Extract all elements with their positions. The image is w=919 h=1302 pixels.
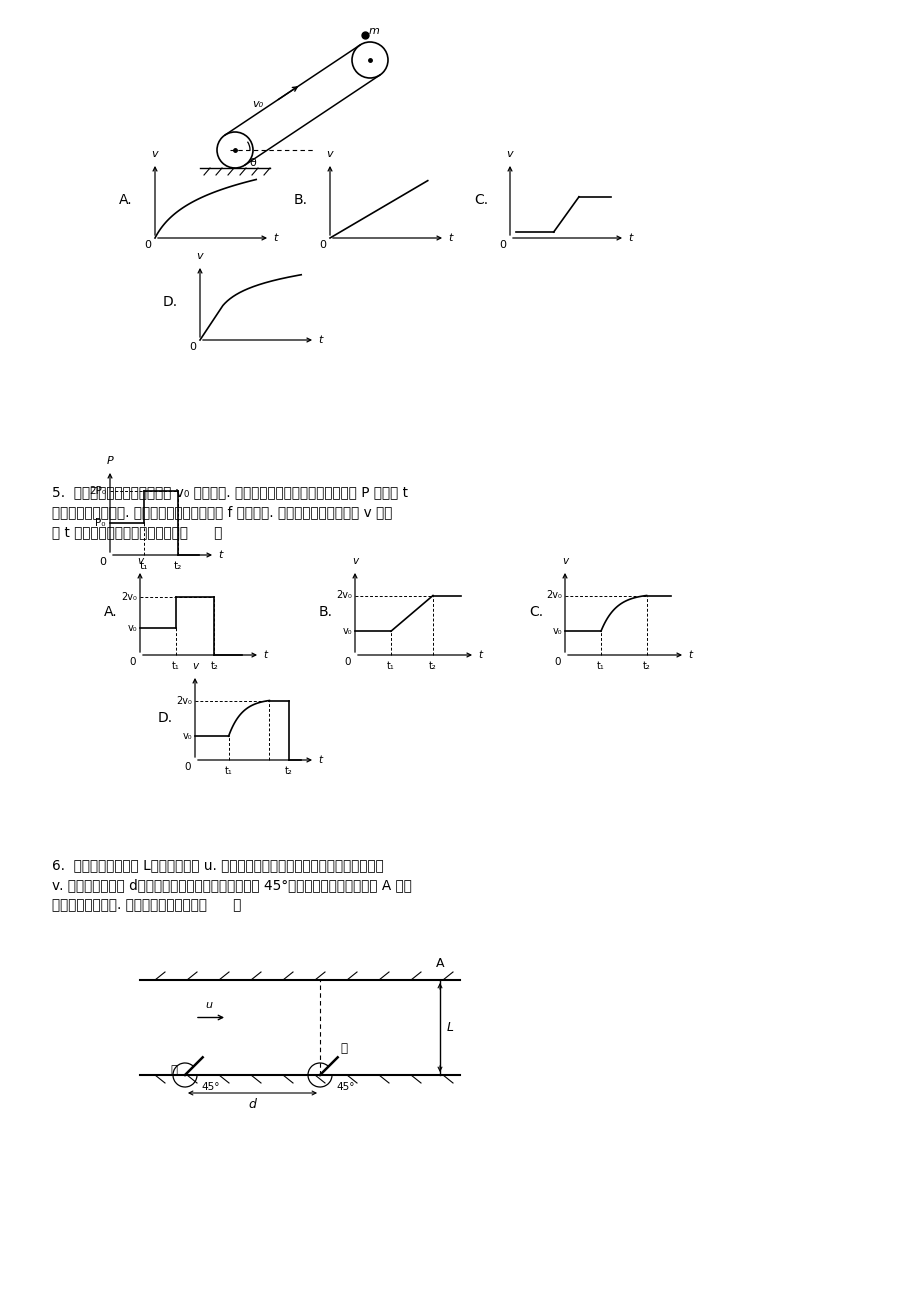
Text: 45°: 45°	[200, 1082, 220, 1092]
Text: 2v₀: 2v₀	[335, 591, 352, 600]
Text: 2v₀: 2v₀	[121, 592, 137, 603]
Text: t₁: t₁	[172, 661, 180, 671]
Text: v: v	[506, 148, 513, 159]
Text: t: t	[628, 233, 631, 243]
Text: 2v₀: 2v₀	[546, 591, 562, 600]
Text: 0: 0	[188, 342, 196, 352]
Text: v: v	[197, 251, 203, 260]
Text: 2P₀: 2P₀	[89, 486, 106, 496]
Text: t: t	[318, 335, 322, 345]
Text: 5.  一汽车在平直公路上以速度 v₀ 匀速行驶. 从某时刻开始计时，发动机的功率 P 随时间 t: 5. 一汽车在平直公路上以速度 v₀ 匀速行驶. 从某时刻开始计时，发动机的功率…	[52, 486, 407, 499]
Text: 6.  如图所示，河宽为 L，河水流速为 u. 甲、乙两船同时出发渡河且相对水的速度均为: 6. 如图所示，河宽为 L，河水流速为 u. 甲、乙两船同时出发渡河且相对水的速…	[52, 858, 383, 872]
Text: P₀: P₀	[96, 518, 106, 527]
Text: t₁: t₁	[224, 766, 233, 776]
Text: t: t	[218, 549, 222, 560]
Text: C.: C.	[528, 605, 542, 620]
Text: 45°: 45°	[335, 1082, 354, 1092]
Text: t₂: t₂	[210, 661, 218, 671]
Text: v₀: v₀	[253, 99, 264, 109]
Text: v₀: v₀	[127, 622, 137, 633]
Text: 间 t 变化的图象中，可能正确的是（      ）: 间 t 变化的图象中，可能正确的是（ ）	[52, 525, 222, 539]
Text: u: u	[205, 1000, 212, 1010]
Text: 甲: 甲	[170, 1064, 176, 1077]
Text: A: A	[436, 957, 444, 970]
Text: t₁: t₁	[387, 661, 394, 671]
Text: 0: 0	[319, 240, 325, 250]
Text: v₀: v₀	[182, 732, 192, 741]
Text: L: L	[447, 1021, 453, 1034]
Text: 0: 0	[344, 658, 351, 667]
Text: 0: 0	[554, 658, 561, 667]
Text: 乙: 乙	[340, 1043, 347, 1056]
Text: 两船始终没有相遇. 则下列说法正确的是（      ）: 两船始终没有相遇. 则下列说法正确的是（ ）	[52, 898, 241, 911]
Text: v₀: v₀	[551, 626, 562, 637]
Text: v: v	[352, 556, 357, 566]
Text: t₂: t₂	[428, 661, 437, 671]
Text: 0: 0	[498, 240, 505, 250]
Text: 2v₀: 2v₀	[176, 695, 192, 706]
Text: B.: B.	[319, 605, 333, 620]
Text: t₂: t₂	[174, 561, 182, 572]
Text: 0: 0	[99, 557, 106, 566]
Text: m: m	[369, 26, 380, 36]
Text: v₀: v₀	[342, 626, 352, 637]
Text: v: v	[192, 661, 198, 671]
Text: t₁: t₁	[140, 561, 148, 572]
Text: θ: θ	[249, 158, 256, 168]
Text: t: t	[318, 755, 322, 766]
Text: t: t	[687, 650, 691, 660]
Text: d: d	[248, 1098, 256, 1111]
Text: t: t	[478, 650, 482, 660]
Text: P: P	[107, 456, 113, 466]
Text: t: t	[263, 650, 267, 660]
Text: B.: B.	[294, 194, 308, 207]
Text: 0: 0	[130, 658, 136, 667]
Text: v: v	[137, 556, 143, 566]
Text: D.: D.	[158, 711, 173, 724]
Text: A.: A.	[104, 605, 118, 620]
Text: t: t	[273, 233, 277, 243]
Text: D.: D.	[163, 296, 177, 310]
Text: t₂: t₂	[642, 661, 650, 671]
Text: 0: 0	[185, 762, 191, 772]
Text: A.: A.	[119, 194, 133, 207]
Text: t₂: t₂	[284, 766, 292, 776]
Text: t₁: t₁	[596, 661, 604, 671]
Text: C.: C.	[473, 194, 487, 207]
Text: 的变化关系如图所示. 假定汽车所受阻力的大小 f 恒定不变. 下列描述该汽车的速度 v 随时: 的变化关系如图所示. 假定汽车所受阻力的大小 f 恒定不变. 下列描述该汽车的速…	[52, 505, 391, 519]
Text: t: t	[448, 233, 452, 243]
Text: v. 出发时两船相距 d，行驶过程中两船船身均与岸边成 45°，乙船最终到达正对岸的 A 点，: v. 出发时两船相距 d，行驶过程中两船船身均与岸边成 45°，乙船最终到达正对…	[52, 878, 412, 892]
Text: v: v	[326, 148, 333, 159]
Text: 0: 0	[144, 240, 151, 250]
Text: v: v	[562, 556, 567, 566]
Text: v: v	[152, 148, 158, 159]
